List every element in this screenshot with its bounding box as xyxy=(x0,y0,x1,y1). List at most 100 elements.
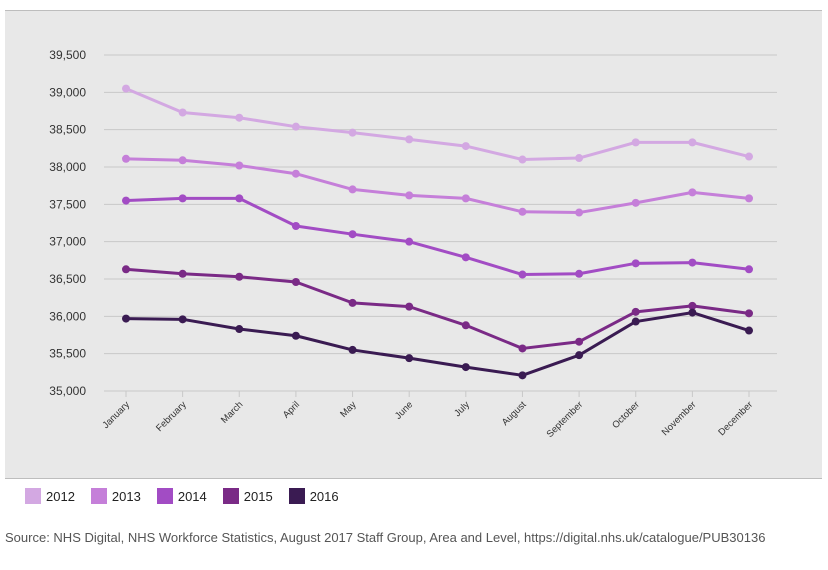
data-point-2014[interactable] xyxy=(518,270,527,279)
legend-label-2016: 2016 xyxy=(309,488,339,504)
legend-item-2016[interactable]: 2016 xyxy=(288,488,339,504)
data-point-2013[interactable] xyxy=(461,194,470,203)
x-tick-label: August xyxy=(500,399,529,428)
data-point-2013[interactable] xyxy=(235,161,244,170)
x-tick-label: November xyxy=(660,399,699,438)
x-tick-label: February xyxy=(154,399,189,434)
data-point-2016[interactable] xyxy=(122,314,130,323)
legend-label-2014: 2014 xyxy=(177,488,207,504)
series-2016 xyxy=(122,308,753,380)
data-point-2015[interactable] xyxy=(405,302,414,311)
data-point-2012[interactable] xyxy=(461,142,470,151)
x-tick-label: April xyxy=(281,399,302,420)
data-point-2015[interactable] xyxy=(745,309,753,318)
data-point-2012[interactable] xyxy=(235,113,244,122)
data-point-2013[interactable] xyxy=(348,185,357,194)
data-point-2013[interactable] xyxy=(745,194,753,203)
legend-item-2013[interactable]: 2013 xyxy=(90,488,141,504)
data-point-2015[interactable] xyxy=(122,265,130,274)
data-point-2015[interactable] xyxy=(518,344,527,353)
data-point-2016[interactable] xyxy=(348,345,357,354)
series-lines xyxy=(122,84,753,380)
legend-item-2015[interactable]: 2015 xyxy=(222,488,273,504)
data-point-2014[interactable] xyxy=(235,194,244,203)
x-tick-label: December xyxy=(716,399,755,438)
series-line-2014[interactable] xyxy=(125,196,750,277)
legend-swatch-2012 xyxy=(25,488,41,504)
data-point-2016[interactable] xyxy=(518,371,527,380)
data-point-2016[interactable] xyxy=(291,331,300,340)
x-tick-label: July xyxy=(452,399,472,419)
series-line-2016[interactable] xyxy=(125,311,750,377)
legend: 2012 2013 2014 2015 2016 xyxy=(25,488,355,504)
data-point-2015[interactable] xyxy=(348,298,357,307)
data-point-2016[interactable] xyxy=(688,308,697,317)
legend-swatch-2016 xyxy=(288,488,305,504)
y-tick-label: 39,000 xyxy=(49,85,86,99)
data-point-2016[interactable] xyxy=(178,315,187,324)
data-point-2015[interactable] xyxy=(631,307,640,316)
data-point-2014[interactable] xyxy=(405,237,414,246)
data-point-2013[interactable] xyxy=(688,188,697,197)
data-point-2016[interactable] xyxy=(461,363,470,372)
series-line-2013[interactable] xyxy=(125,157,750,215)
data-point-2014[interactable] xyxy=(575,269,584,278)
data-point-2012[interactable] xyxy=(122,84,130,93)
data-point-2012[interactable] xyxy=(405,135,414,144)
data-point-2012[interactable] xyxy=(631,138,640,147)
data-point-2015[interactable] xyxy=(575,337,584,346)
data-point-2013[interactable] xyxy=(405,191,414,200)
series-line-2012[interactable] xyxy=(125,87,750,162)
legend-swatch-2014 xyxy=(156,488,173,504)
data-point-2016[interactable] xyxy=(631,317,640,326)
data-point-2015[interactable] xyxy=(291,277,300,286)
data-point-2016[interactable] xyxy=(745,326,753,335)
y-tick-label: 38,000 xyxy=(49,160,86,174)
data-point-2012[interactable] xyxy=(348,128,357,137)
data-point-2015[interactable] xyxy=(688,301,697,310)
y-tick-label: 36,000 xyxy=(49,309,86,323)
data-point-2014[interactable] xyxy=(122,196,130,205)
series-line-2015[interactable] xyxy=(125,267,750,350)
data-point-2014[interactable] xyxy=(745,265,753,274)
data-point-2014[interactable] xyxy=(348,230,357,239)
source-note: Source: NHS Digital, NHS Workforce Stati… xyxy=(5,530,766,545)
data-point-2015[interactable] xyxy=(461,321,470,330)
data-point-2015[interactable] xyxy=(235,272,244,281)
data-point-2012[interactable] xyxy=(291,122,300,131)
data-point-2013[interactable] xyxy=(291,169,300,178)
data-point-2013[interactable] xyxy=(518,207,527,216)
data-point-2013[interactable] xyxy=(178,156,187,165)
x-axis-ticks: January February March April May June July Augu… xyxy=(100,391,755,440)
series-2015 xyxy=(122,265,753,353)
data-point-2016[interactable] xyxy=(575,351,584,360)
x-tick-label: March xyxy=(219,399,245,425)
data-point-2012[interactable] xyxy=(745,152,753,161)
data-point-2013[interactable] xyxy=(575,208,584,217)
data-point-2014[interactable] xyxy=(461,253,470,262)
data-point-2012[interactable] xyxy=(518,155,527,164)
data-point-2014[interactable] xyxy=(631,259,640,268)
data-point-2016[interactable] xyxy=(235,325,244,334)
data-point-2013[interactable] xyxy=(631,198,640,207)
data-point-2013[interactable] xyxy=(122,154,130,163)
legend-item-2014[interactable]: 2014 xyxy=(156,488,207,504)
series-2013 xyxy=(122,154,753,217)
data-point-2012[interactable] xyxy=(688,138,697,147)
y-tick-label: 39,500 xyxy=(49,48,86,62)
y-tick-label: 37,500 xyxy=(49,197,86,211)
data-point-2016[interactable] xyxy=(405,354,414,363)
x-tick-label: May xyxy=(338,399,359,420)
data-point-2012[interactable] xyxy=(575,154,584,163)
data-point-2012[interactable] xyxy=(178,108,187,117)
y-tick-label: 37,000 xyxy=(49,235,86,249)
data-point-2014[interactable] xyxy=(291,221,300,230)
legend-swatch-2013 xyxy=(90,488,107,504)
legend-label-2015: 2015 xyxy=(243,488,273,504)
y-tick-label: 35,500 xyxy=(49,347,86,361)
data-point-2015[interactable] xyxy=(178,269,187,278)
data-point-2014[interactable] xyxy=(178,194,187,203)
data-point-2014[interactable] xyxy=(688,258,697,267)
legend-label-2013: 2013 xyxy=(111,488,141,504)
legend-item-2012[interactable]: 2012 xyxy=(25,488,75,504)
